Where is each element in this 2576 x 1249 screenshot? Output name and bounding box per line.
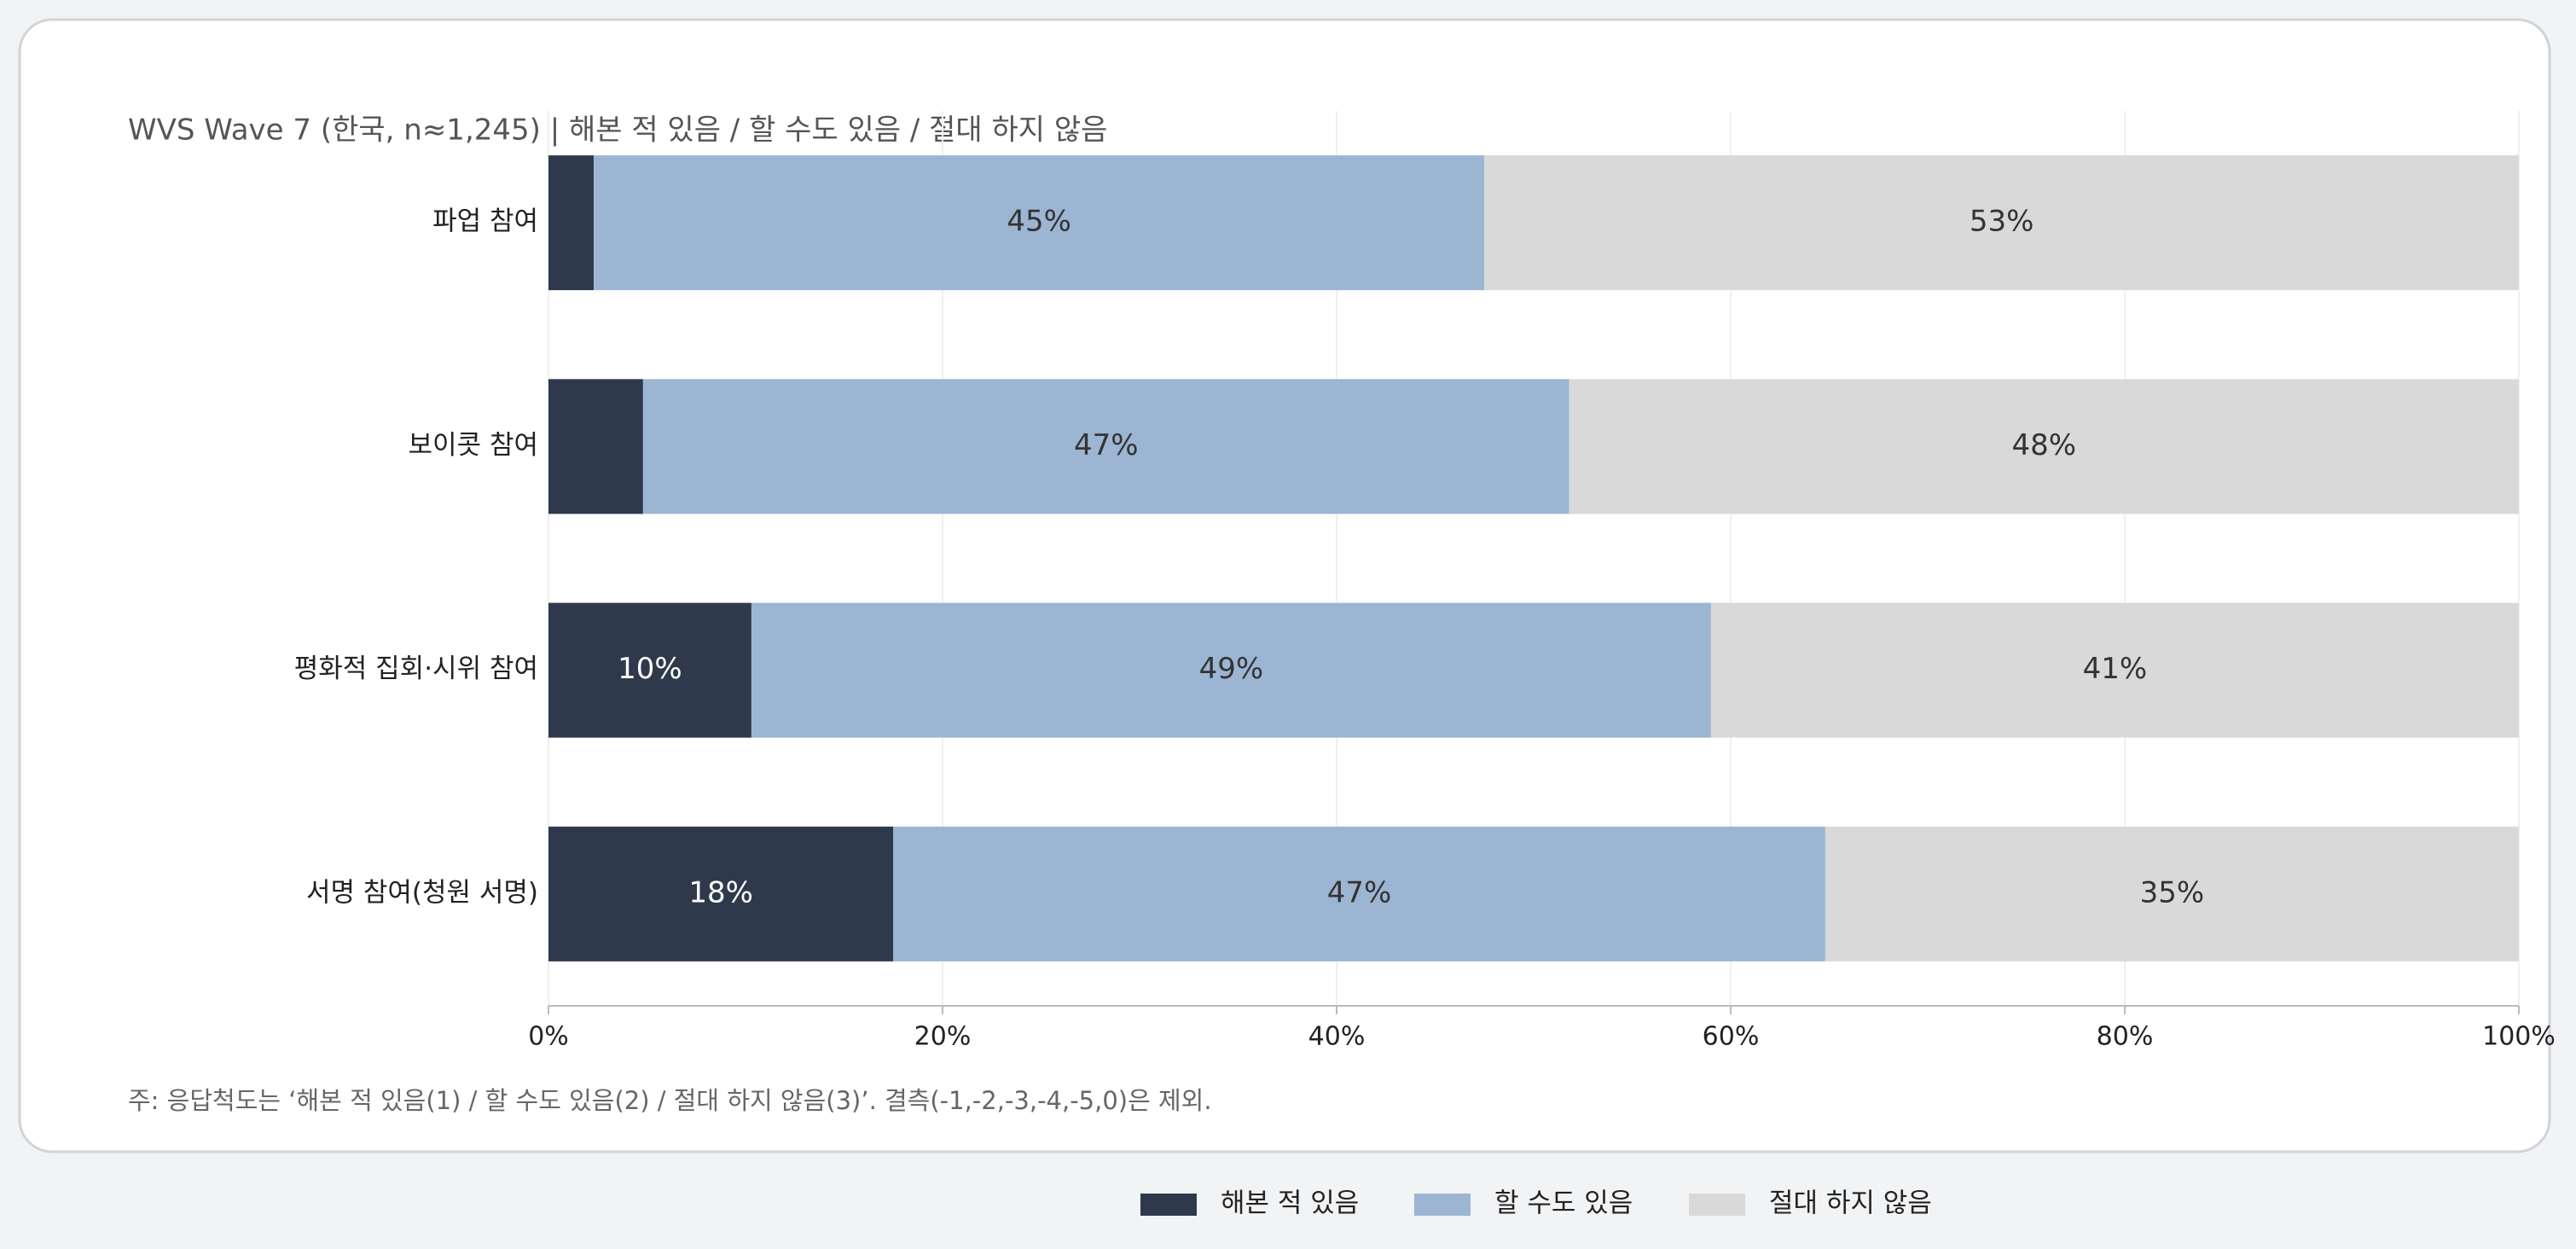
legend-swatch (1140, 1194, 1197, 1216)
bar-segment (594, 155, 1485, 291)
value-label: 10% (618, 652, 682, 686)
legend-label: 해본 적 있음 (1221, 1188, 1359, 1219)
legend-swatch (1414, 1194, 1471, 1216)
x-tick-label: 100% (2482, 1022, 2556, 1052)
value-label: 35% (2140, 875, 2205, 909)
bar-segment (1710, 602, 2519, 738)
y-tick-label: 파업 참여 (432, 206, 538, 237)
bar-segment (893, 826, 1825, 961)
bar-segment (751, 602, 1711, 738)
value-label: 49% (1199, 652, 1264, 686)
bar-segment (548, 379, 643, 514)
legend-swatch (1689, 1194, 1745, 1216)
x-tick-label: 20% (914, 1022, 972, 1052)
y-tick-label: 서명 참여(청원 서명) (306, 877, 538, 908)
value-label: 47% (1074, 428, 1139, 462)
legend-label: 절대 하지 않음 (1769, 1188, 1932, 1219)
x-tick-label: 60% (1703, 1022, 1760, 1052)
bar-segment (1569, 379, 2519, 514)
bar-segment (548, 602, 751, 738)
value-label: 41% (2083, 652, 2148, 686)
x-tick-label: 80% (2097, 1022, 2154, 1052)
bar-segment (548, 155, 595, 291)
value-label: 18% (688, 875, 753, 909)
x-tick-label: 40% (1308, 1022, 1366, 1052)
value-label: 48% (2012, 428, 2077, 462)
bar-segment (548, 826, 894, 961)
y-tick-label: 보이콧 참여 (409, 430, 538, 461)
chart-title: WVS Wave 7 (한국, n≈1,245) | 해본 적 있음 / 할 수… (128, 113, 1107, 148)
value-label: 53% (1970, 205, 2034, 239)
bar-segment (642, 379, 1569, 514)
bar-segment (1825, 826, 2519, 961)
value-label: 47% (1327, 875, 1392, 909)
bar-segment (1484, 155, 2519, 291)
chart-note: 주: 응답척도는 ‘해본 적 있음(1) / 할 수도 있음(2) / 절대 하… (128, 1086, 1212, 1115)
value-label: 45% (1007, 205, 1071, 239)
x-tick-label: 0% (528, 1022, 569, 1052)
y-tick-label: 평화적 집회·시위 참여 (294, 654, 538, 684)
legend-label: 할 수도 있음 (1494, 1188, 1633, 1219)
